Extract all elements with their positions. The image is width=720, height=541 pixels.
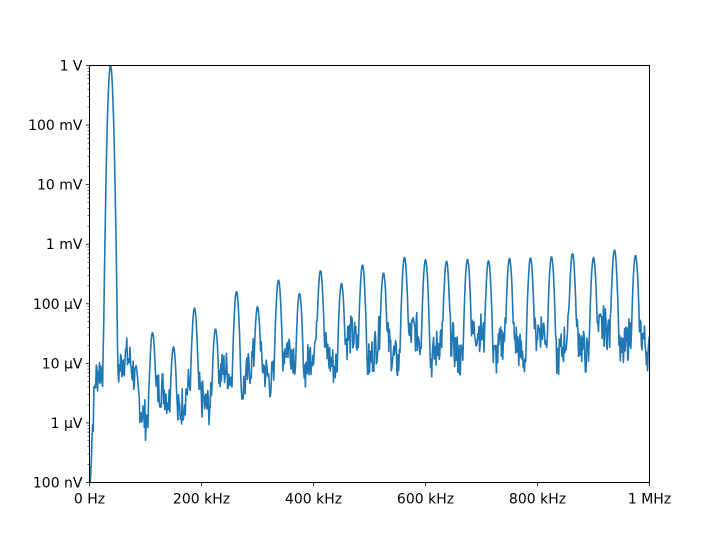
x-tick-label: 600 kHz [397,492,454,508]
x-tick-label: 1 MHz [628,492,671,508]
x-tick-label: 800 kHz [509,492,566,508]
axes-frame [89,65,650,483]
y-tick-label: 1 mV [46,237,83,253]
y-tick-label: 1 µV [51,416,83,432]
y-axis: 100 nV 1 µV 10 µV 100 µV 1 mV 10 mV 100 mV 1 V [28,59,90,492]
y-tick-label: 1 V [60,59,83,75]
y-tick-label: 100 mV [28,118,83,134]
x-tick-label: 200 kHz [173,492,230,508]
x-axis: 0 Hz 200 kHz 400 kHz 600 kHz 800 kHz 1 MHz [74,482,671,508]
x-tick-label: 400 kHz [285,492,342,508]
x-tick-label: 0 Hz [74,492,105,508]
y-tick-label: 100 µV [33,297,83,313]
spectrum-line [89,65,650,483]
plot-area [89,65,650,483]
y-tick-label: 10 mV [37,178,83,194]
y-tick-label: 100 nV [33,476,83,492]
y-tick-label: 10 µV [42,356,83,372]
